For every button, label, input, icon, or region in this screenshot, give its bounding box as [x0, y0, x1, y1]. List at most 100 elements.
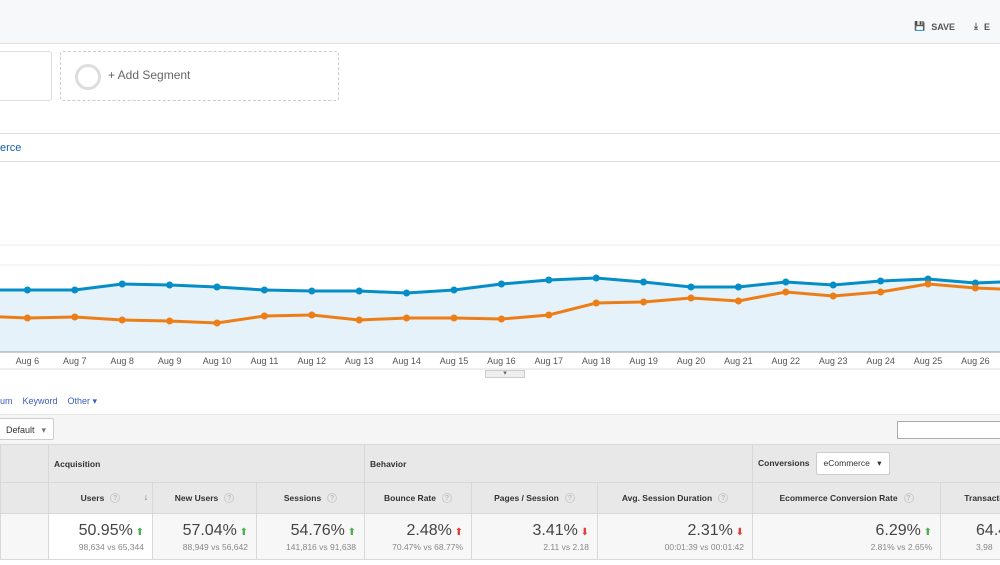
help-icon[interactable]: ?: [564, 493, 575, 504]
metric-cell: 6.29% ⬆ 2.81% vs 2.65%: [752, 513, 942, 560]
x-tick-label: Aug 26: [961, 356, 990, 366]
save-button[interactable]: 💾 SAVE: [914, 21, 956, 32]
data-point[interactable]: [640, 278, 648, 286]
data-point[interactable]: [497, 315, 505, 323]
column-header[interactable]: Ecommerce Conversion Rate?: [752, 482, 942, 514]
table-search-input[interactable]: [897, 421, 1000, 439]
data-point[interactable]: [71, 286, 79, 294]
data-point[interactable]: [118, 316, 126, 324]
x-tick-label: Aug 14: [392, 356, 421, 366]
column-header[interactable]: New Users?: [152, 482, 257, 514]
help-icon[interactable]: ?: [903, 493, 914, 504]
data-point[interactable]: [403, 289, 411, 297]
data-point[interactable]: [877, 288, 885, 296]
help-icon[interactable]: ?: [442, 493, 452, 504]
data-point[interactable]: [734, 297, 742, 305]
data-point[interactable]: [403, 314, 411, 322]
view-select[interactable]: Default ▾: [0, 418, 54, 440]
data-point[interactable]: [166, 281, 174, 289]
data-point[interactable]: [829, 292, 837, 300]
add-segment-button[interactable]: + Add Segment: [60, 51, 339, 101]
metric-cell: 57.04% ⬆ 88,949 vs 56,642: [152, 513, 257, 560]
help-icon[interactable]: ?: [224, 493, 235, 504]
column-header[interactable]: Bounce Rate?: [364, 482, 473, 514]
data-point[interactable]: [782, 288, 790, 296]
x-tick-label: Aug 23: [819, 356, 848, 366]
report-toolbar: 💾 SAVE ⤓ E: [0, 0, 1000, 44]
data-point[interactable]: [308, 311, 316, 319]
data-point[interactable]: [924, 280, 932, 288]
data-point[interactable]: [687, 283, 695, 291]
column-header[interactable]: Avg. Session Duration?: [597, 482, 754, 514]
group-acquisition: Acquisition: [47, 444, 366, 483]
help-icon[interactable]: ?: [718, 493, 729, 504]
data-point[interactable]: [545, 311, 553, 319]
data-point[interactable]: [877, 277, 885, 285]
data-point[interactable]: [497, 280, 505, 288]
data-point[interactable]: [545, 276, 553, 284]
x-tick-label: Aug 12: [298, 356, 327, 366]
metric-cell: 2.31% ⬇ 00:01:39 vs 00:01:42: [597, 513, 754, 560]
data-point[interactable]: [308, 287, 316, 295]
conversions-select[interactable]: eCommerce ▾: [815, 452, 890, 475]
data-point[interactable]: [450, 314, 458, 322]
data-point[interactable]: [971, 279, 979, 287]
data-point[interactable]: [640, 298, 648, 306]
column-header[interactable]: Pages / Session?: [471, 482, 599, 514]
data-point[interactable]: [450, 286, 458, 294]
metric-cell: 64.43,98: [940, 513, 1000, 560]
data-point[interactable]: [687, 294, 695, 302]
metric-cell: 50.95% ⬆ 98,634 vs 65,344: [48, 513, 153, 560]
dimension-medium[interactable]: um: [0, 396, 13, 406]
chart-resize-handle[interactable]: ▾: [485, 370, 525, 378]
x-tick-label: Aug 21: [724, 356, 753, 366]
data-point[interactable]: [355, 316, 363, 324]
data-point[interactable]: [924, 275, 932, 283]
metric-cell: 54.76% ⬆ 141,816 vs 91,638: [255, 513, 366, 560]
help-icon[interactable]: ?: [327, 493, 338, 504]
sort-arrow-icon[interactable]: ↓: [143, 492, 148, 502]
x-tick-label: Aug 11: [250, 356, 278, 366]
column-header[interactable]: Sessions?: [255, 482, 366, 514]
data-point[interactable]: [23, 314, 31, 322]
data-point[interactable]: [592, 274, 600, 282]
data-point[interactable]: [166, 317, 174, 325]
data-point[interactable]: [23, 286, 31, 294]
arrow-down-icon: ⬇: [577, 526, 590, 538]
x-tick-label: Aug 25: [914, 356, 943, 366]
table-toolbar: [0, 414, 1000, 444]
arrow-down-icon: ⬇: [732, 526, 745, 538]
data-point[interactable]: [260, 312, 268, 320]
dimension-keyword[interactable]: Keyword: [22, 396, 58, 406]
data-point[interactable]: [592, 299, 600, 307]
x-tick-label: Aug 13: [345, 356, 374, 366]
help-icon[interactable]: ?: [110, 493, 121, 504]
x-tick-label: Aug 7: [63, 356, 87, 366]
x-tick-label: Aug 20: [677, 356, 706, 366]
area-fill: [0, 278, 1000, 352]
metric-cell: 2.48% ⬆ 70.47% vs 68.77%: [364, 513, 473, 560]
column-header[interactable]: Transactions: [940, 482, 1000, 514]
data-point[interactable]: [71, 313, 79, 321]
tab-row: erce: [0, 133, 1000, 162]
data-point[interactable]: [213, 319, 221, 327]
download-icon: ⤓: [974, 21, 978, 31]
data-point[interactable]: [829, 281, 837, 289]
data-table: Acquisition Behavior Conversions eCommerc…: [0, 444, 1000, 560]
data-point[interactable]: [213, 283, 221, 291]
tab-ecommerce[interactable]: erce: [0, 142, 22, 154]
export-button[interactable]: ⤓ E: [974, 21, 990, 32]
data-point[interactable]: [355, 287, 363, 295]
data-point[interactable]: [118, 280, 126, 288]
column-header[interactable]: Users? ↓: [48, 482, 153, 514]
data-point[interactable]: [260, 286, 268, 294]
dimension-other[interactable]: Other ▾: [67, 396, 98, 406]
data-point[interactable]: [971, 284, 979, 292]
group-conversions: Conversions eCommerce ▾: [752, 444, 1000, 483]
data-point[interactable]: [734, 283, 742, 291]
x-tick-label: Aug 10: [203, 356, 232, 366]
data-point[interactable]: [782, 278, 790, 286]
segment-all-users[interactable]: [0, 51, 52, 101]
x-tick-label: Aug 15: [440, 356, 469, 366]
x-tick-label: Aug 8: [110, 356, 134, 366]
